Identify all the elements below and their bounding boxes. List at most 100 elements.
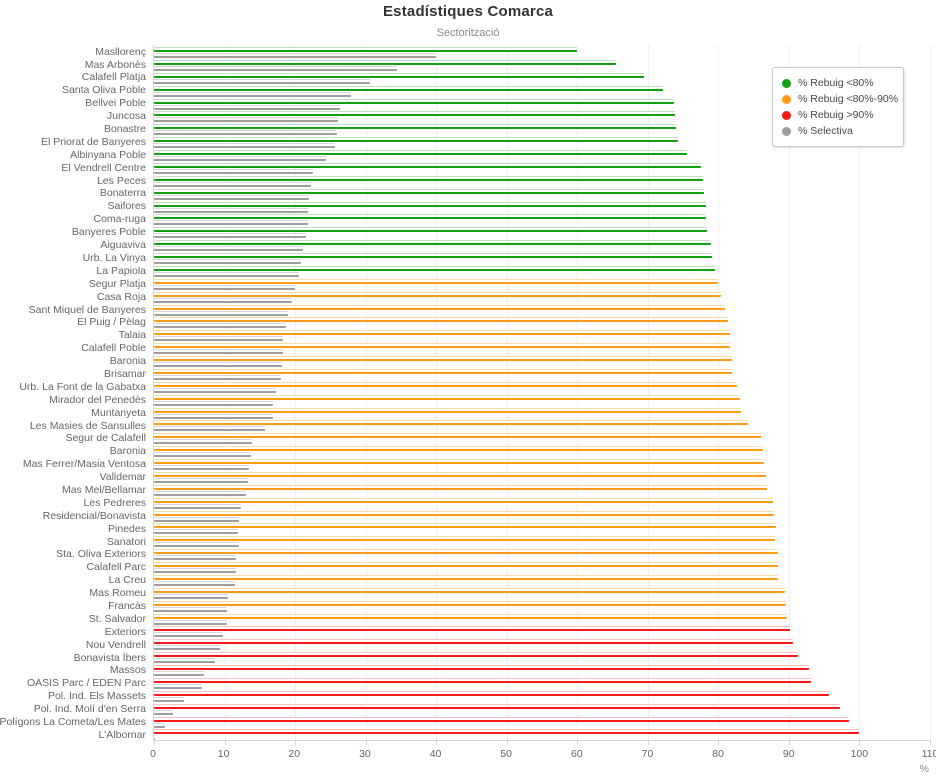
rebuig-bar[interactable]	[154, 613, 787, 619]
rebuig-bar[interactable]	[154, 446, 763, 452]
selectiva-bar[interactable]	[154, 503, 241, 509]
rebuig-bar[interactable]	[154, 175, 703, 181]
rebuig-bar[interactable]	[154, 59, 617, 65]
legend-item-rebuig-lt80[interactable]: % Rebuig <80%	[782, 75, 894, 91]
selectiva-bar[interactable]	[154, 580, 236, 586]
rebuig-bar[interactable]	[154, 497, 773, 503]
rebuig-bar[interactable]	[154, 690, 830, 696]
selectiva-bar[interactable]	[154, 130, 338, 136]
rebuig-bar[interactable]	[154, 188, 705, 194]
rebuig-bar[interactable]	[154, 600, 787, 606]
rebuig-bar[interactable]	[154, 98, 674, 104]
rebuig-bar[interactable]	[154, 677, 812, 683]
rebuig-bar[interactable]	[154, 729, 859, 735]
rebuig-bar[interactable]	[154, 343, 731, 349]
rebuig-bar[interactable]	[154, 587, 786, 593]
rebuig-bar[interactable]	[154, 626, 791, 632]
rebuig-bar[interactable]	[154, 368, 733, 374]
rebuig-bar[interactable]	[154, 137, 679, 143]
selectiva-bar[interactable]	[154, 362, 282, 367]
selectiva-bar[interactable]	[154, 735, 155, 741]
selectiva-bar[interactable]	[154, 349, 284, 355]
legend-item-rebuig-80-90[interactable]: % Rebuig <80%-90%	[782, 91, 898, 107]
selectiva-bar[interactable]	[154, 284, 296, 290]
selectiva-bar[interactable]	[154, 529, 238, 535]
rebuig-bar[interactable]	[154, 716, 849, 722]
selectiva-bar[interactable]	[154, 606, 228, 612]
selectiva-bar[interactable]	[154, 246, 303, 252]
selectiva-bar[interactable]	[154, 323, 286, 329]
rebuig-bar[interactable]	[154, 253, 712, 258]
selectiva-bar[interactable]	[154, 490, 247, 496]
selectiva-bar[interactable]	[154, 658, 216, 664]
selectiva-bar[interactable]	[154, 555, 236, 561]
rebuig-bar[interactable]	[154, 85, 663, 91]
rebuig-bar[interactable]	[154, 72, 644, 78]
selectiva-bar[interactable]	[154, 542, 239, 548]
rebuig-bar[interactable]	[154, 227, 708, 233]
rebuig-bar[interactable]	[154, 214, 706, 220]
selectiva-bar[interactable]	[154, 516, 240, 522]
selectiva-bar[interactable]	[154, 194, 310, 200]
selectiva-bar[interactable]	[154, 156, 327, 161]
selectiva-bar[interactable]	[154, 452, 251, 458]
rebuig-bar[interactable]	[154, 407, 741, 413]
rebuig-bar[interactable]	[154, 265, 715, 271]
selectiva-bar[interactable]	[154, 477, 248, 483]
selectiva-bar[interactable]	[154, 233, 307, 239]
selectiva-bar[interactable]	[154, 181, 311, 187]
selectiva-bar[interactable]	[154, 65, 398, 71]
rebuig-bar[interactable]	[154, 240, 711, 246]
selectiva-bar[interactable]	[154, 400, 274, 406]
rebuig-bar[interactable]	[154, 47, 578, 52]
rebuig-bar[interactable]	[154, 562, 778, 567]
rebuig-bar[interactable]	[154, 124, 677, 130]
legend-item-selectiva[interactable]: % Selectiva	[782, 123, 894, 139]
rebuig-bar[interactable]	[154, 549, 778, 555]
rebuig-bar[interactable]	[154, 150, 688, 155]
rebuig-bar[interactable]	[154, 665, 810, 670]
rebuig-bar[interactable]	[154, 703, 841, 709]
rebuig-bar[interactable]	[154, 111, 676, 117]
rebuig-bar[interactable]	[154, 330, 731, 336]
selectiva-bar[interactable]	[154, 619, 227, 625]
selectiva-bar[interactable]	[154, 671, 205, 676]
rebuig-bar[interactable]	[154, 523, 776, 529]
selectiva-bar[interactable]	[154, 696, 185, 702]
legend-item-rebuig-gt90[interactable]: % Rebuig >90%	[782, 107, 894, 123]
selectiva-bar[interactable]	[154, 91, 351, 97]
rebuig-bar[interactable]	[154, 484, 768, 490]
selectiva-bar[interactable]	[154, 336, 284, 342]
selectiva-bar[interactable]	[154, 104, 340, 110]
rebuig-bar[interactable]	[154, 304, 726, 310]
rebuig-bar[interactable]	[154, 574, 779, 580]
rebuig-bar[interactable]	[154, 162, 701, 168]
selectiva-bar[interactable]	[154, 143, 336, 149]
selectiva-bar[interactable]	[154, 413, 273, 419]
selectiva-bar[interactable]	[154, 271, 299, 277]
selectiva-bar[interactable]	[154, 53, 437, 58]
rebuig-bar[interactable]	[154, 317, 728, 323]
selectiva-bar[interactable]	[154, 632, 224, 638]
selectiva-bar[interactable]	[154, 709, 174, 715]
rebuig-bar[interactable]	[154, 536, 775, 542]
selectiva-bar[interactable]	[154, 207, 308, 213]
rebuig-bar[interactable]	[154, 291, 722, 297]
selectiva-bar[interactable]	[154, 297, 293, 303]
rebuig-bar[interactable]	[154, 652, 799, 658]
selectiva-bar[interactable]	[154, 722, 165, 728]
rebuig-bar[interactable]	[154, 639, 794, 645]
rebuig-bar[interactable]	[154, 394, 741, 400]
selectiva-bar[interactable]	[154, 310, 289, 316]
rebuig-bar[interactable]	[154, 201, 706, 207]
selectiva-bar[interactable]	[154, 568, 236, 573]
rebuig-bar[interactable]	[154, 433, 762, 439]
rebuig-bar[interactable]	[154, 471, 766, 477]
selectiva-bar[interactable]	[154, 220, 308, 226]
rebuig-bar[interactable]	[154, 459, 765, 464]
selectiva-bar[interactable]	[154, 374, 281, 380]
rebuig-bar[interactable]	[154, 420, 748, 426]
rebuig-bar[interactable]	[154, 381, 738, 387]
selectiva-bar[interactable]	[154, 426, 266, 432]
selectiva-bar[interactable]	[154, 78, 370, 84]
